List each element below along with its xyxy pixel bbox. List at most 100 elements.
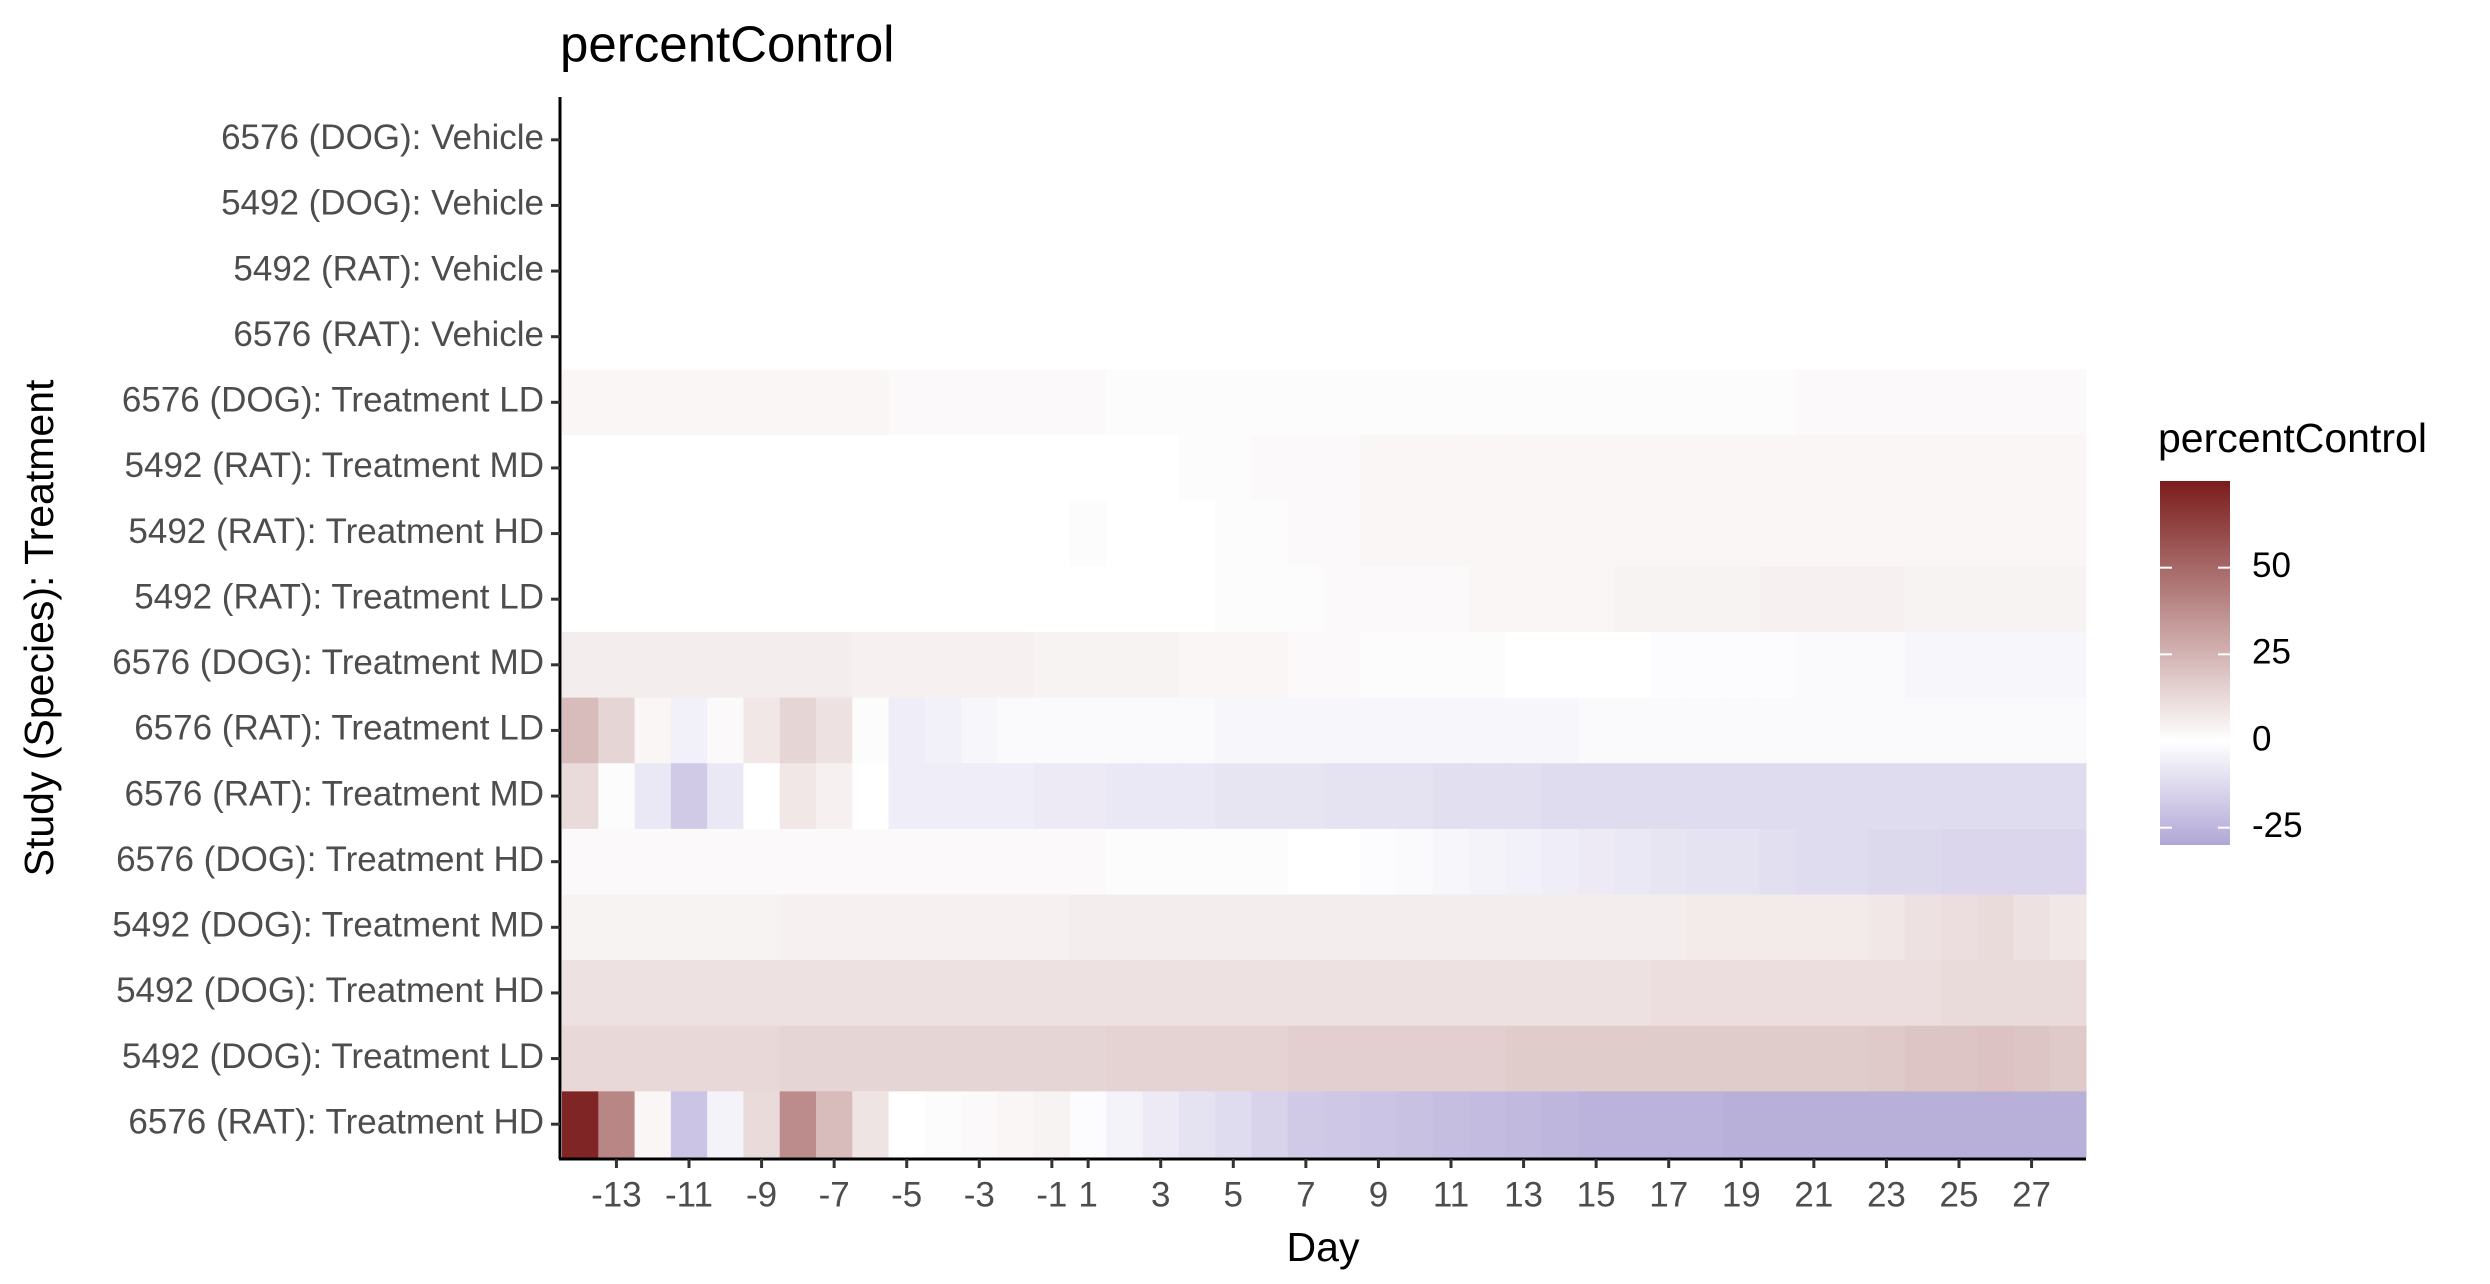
heat-cell (743, 763, 781, 830)
heat-cell (634, 763, 672, 830)
heat-cell (1904, 960, 1942, 1027)
heat-cell (816, 566, 853, 633)
y-tick-label: 5492 (RAT): Treatment MD (125, 446, 544, 485)
heat-cell (1360, 697, 1398, 764)
heat-cell (1396, 697, 1434, 764)
heat-cell (1686, 697, 1724, 764)
heat-cell (997, 894, 1035, 961)
heat-cell (1868, 697, 1906, 764)
heat-cell (1977, 566, 2014, 633)
heat-cell (888, 1025, 926, 1092)
heat-cell (1396, 632, 1434, 699)
heat-cell (1070, 632, 1107, 699)
y-tick-label: 5492 (DOG): Treatment MD (112, 906, 544, 945)
heat-cell (1432, 632, 1470, 699)
heat-cell (1505, 828, 1543, 895)
y-tick-label: 6576 (DOG): Treatment LD (122, 381, 544, 420)
heat-cell (1541, 828, 1579, 895)
heat-cell (1178, 894, 1216, 961)
heat-cell (1432, 369, 1470, 436)
heat-cell (1650, 500, 1688, 567)
heat-cell (1505, 500, 1543, 567)
heat-cell (961, 763, 998, 830)
heat-cell (1287, 632, 1325, 699)
heat-cell (1795, 960, 1833, 1027)
heat-cell (2013, 369, 2051, 436)
heat-cell (1650, 1025, 1688, 1092)
heat-cell (598, 763, 636, 830)
heat-cell (1578, 369, 1615, 436)
heat-cell (562, 828, 599, 895)
heat-cell (2013, 763, 2051, 830)
heat-cell (1396, 828, 1434, 895)
heat-cell (1469, 369, 1506, 436)
heat-cell (1977, 435, 2014, 502)
heat-cell (707, 894, 744, 961)
heat-cell (1215, 1091, 1252, 1158)
heat-cell (1106, 566, 1144, 633)
heat-cell (1723, 1025, 1760, 1092)
x-tick-label: 23 (1867, 1175, 1906, 1214)
heat-cell (1287, 894, 1325, 961)
heat-cell (852, 960, 890, 1027)
heat-cell (1396, 763, 1434, 830)
heat-cell (997, 500, 1035, 567)
heat-cell (1505, 435, 1543, 502)
heat-cell (1178, 763, 1216, 830)
x-tick-label: -1 (1036, 1175, 1067, 1214)
heat-cell (1904, 369, 1942, 436)
heat-cell (1940, 632, 1978, 699)
heat-cell (1106, 697, 1144, 764)
heat-cell (1396, 369, 1434, 436)
heat-cell (852, 632, 890, 699)
heat-cell (1360, 1091, 1398, 1158)
heat-cell (670, 500, 708, 567)
heat-cell (1142, 960, 1180, 1027)
heat-cell (1360, 763, 1398, 830)
heat-cell (1795, 1091, 1833, 1158)
heat-cell (1723, 566, 1760, 633)
heat-cell (1759, 960, 1797, 1027)
heat-cell (779, 369, 817, 436)
heat-cell (1215, 894, 1252, 961)
heat-cell (1795, 828, 1833, 895)
heat-cell (1541, 894, 1579, 961)
heat-cell (1106, 1091, 1144, 1158)
heat-cell (1578, 500, 1615, 567)
heat-cell (997, 369, 1035, 436)
heat-cell (1723, 894, 1760, 961)
heat-cell (1033, 960, 1071, 1027)
heat-cell (1795, 697, 1833, 764)
heat-cell (1578, 435, 1615, 502)
y-tick-label: 5492 (RAT): Treatment HD (128, 512, 544, 551)
x-tick-label: 11 (1433, 1175, 1469, 1214)
heat-cell (1432, 763, 1470, 830)
heat-cell (1432, 894, 1470, 961)
heat-cell (2013, 632, 2051, 699)
x-tick-label: 15 (1577, 1175, 1616, 1214)
heat-cell (634, 435, 672, 502)
heat-cell (1578, 632, 1615, 699)
heat-cell (1832, 763, 1869, 830)
heat-cell (1033, 435, 1071, 502)
heat-cell (1614, 960, 1652, 1027)
heat-cell (1360, 828, 1398, 895)
heat-cell (1795, 894, 1833, 961)
heat-cell (1360, 960, 1398, 1027)
heat-cell (1033, 697, 1071, 764)
heat-cell (1759, 1025, 1797, 1092)
heat-cell (852, 763, 890, 830)
heat-cell (598, 894, 636, 961)
heat-cell (961, 1025, 998, 1092)
heat-cell (1505, 566, 1543, 633)
heat-cell (1904, 1091, 1942, 1158)
heat-cell (1324, 369, 1361, 436)
heat-cell (961, 894, 998, 961)
heat-cell (1795, 369, 1833, 436)
heat-cell (562, 500, 599, 567)
heat-cell (670, 960, 708, 1027)
heat-cell (1251, 632, 1289, 699)
heat-cell (1360, 500, 1398, 567)
heat-cell (1686, 1025, 1724, 1092)
heat-cell (1832, 435, 1869, 502)
